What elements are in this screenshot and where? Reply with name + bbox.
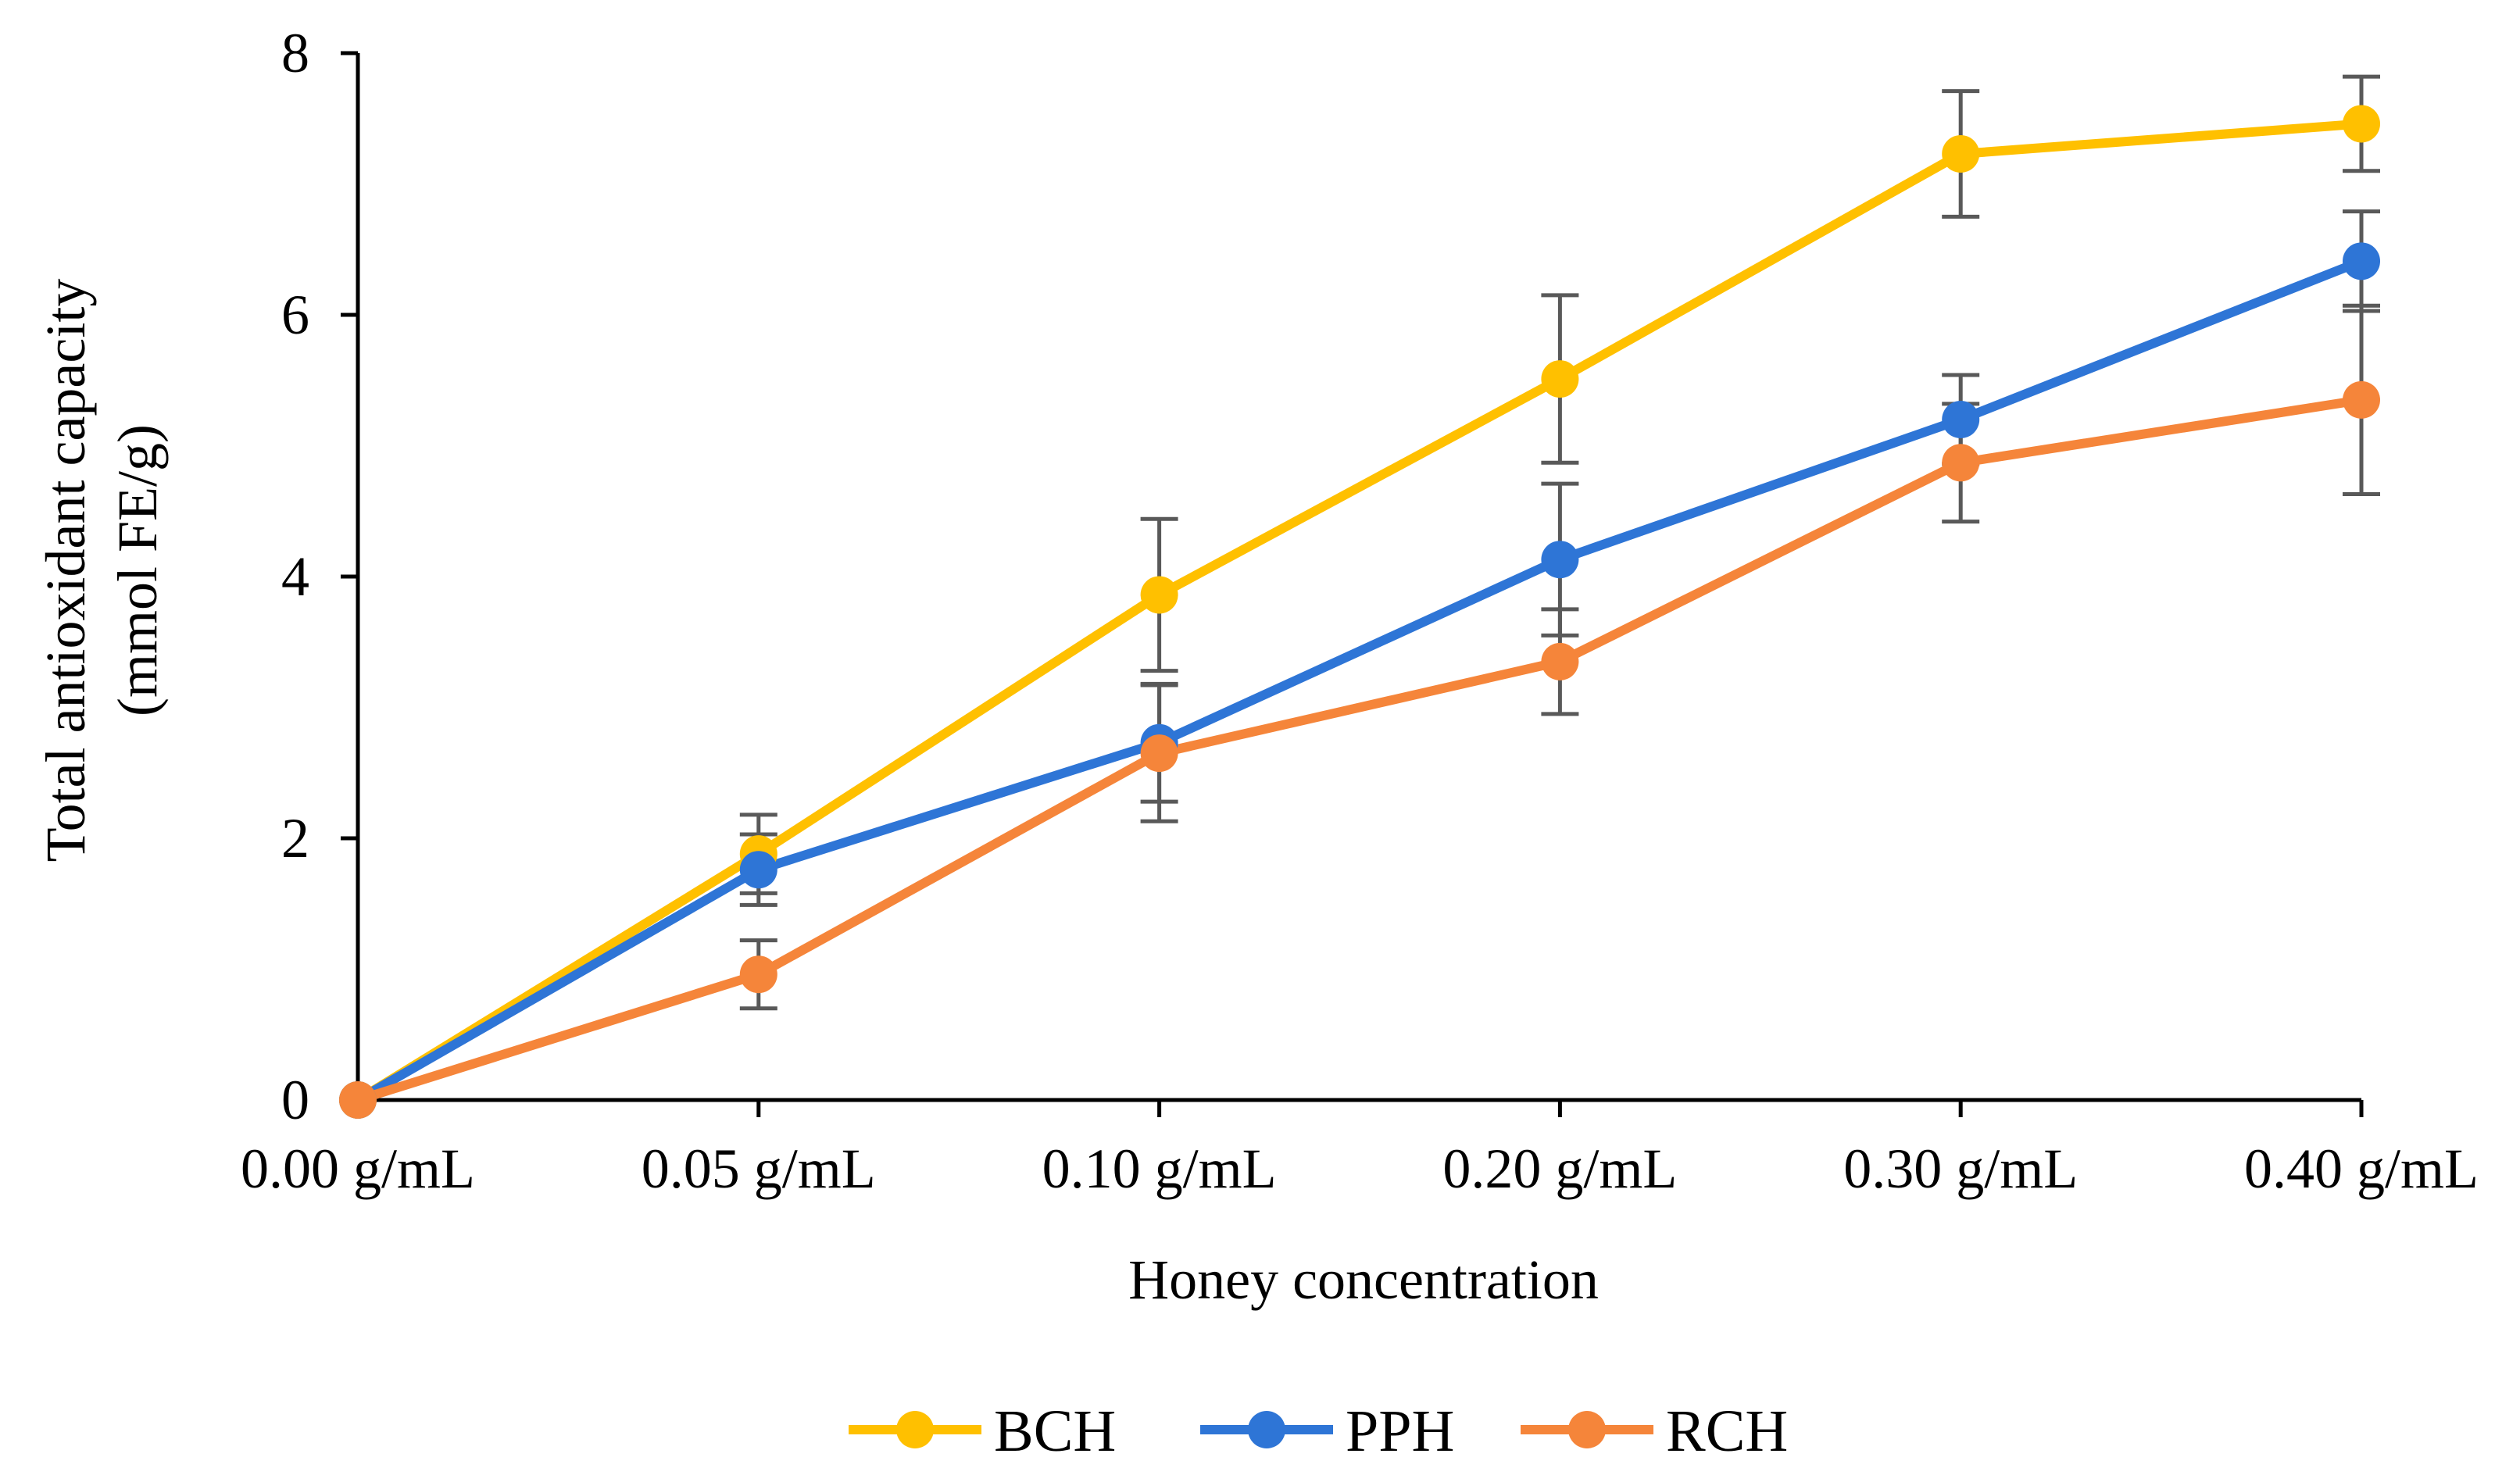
legend-item-rch: RCH [1521,1398,1788,1464]
legend-swatch-marker [896,1411,934,1448]
rch-point [339,1081,377,1119]
rch-series-line [353,395,2366,1105]
x-tick-label: 0.05 g/mL [642,1138,876,1200]
pph-point [1541,541,1579,579]
rch-point [2343,380,2380,419]
y-tick-label: 0 [281,1069,309,1131]
legend-label: PPH [1346,1398,1454,1464]
pph-point [1942,401,1980,438]
legend: BCH PPH RCH [849,1398,1788,1464]
pph-point [2343,242,2380,280]
legend-swatch-marker [1568,1411,1606,1448]
pph-series-line [353,256,2366,1105]
rch-point [1140,734,1178,773]
series-markers [339,105,2380,1119]
x-tick-label: 0.30 g/mL [1843,1138,2078,1200]
bch-point [2343,105,2380,143]
legend-swatch-marker [1248,1411,1285,1448]
x-tick-label: 0.40 g/mL [2244,1138,2479,1200]
rch-point [1541,642,1579,680]
x-tick-label: 0.00 g/mL [241,1138,475,1200]
bch-point [1942,134,1980,173]
pph-point [739,851,777,889]
legend-item-bch: BCH [849,1398,1116,1464]
rch-point [739,955,777,994]
x-axis-title: Honey concentration [1128,1248,1599,1311]
y-axis-title-line2: (mmol FE/g) [106,424,169,716]
y-tick-label: 4 [281,545,309,608]
rch-point [1942,444,1980,482]
axes: 0 2 4 6 8 0.00 g/mL 0.05 g/mL 0.10 g/mL 0.20 g/m… [241,22,2479,1200]
x-tick-label: 0.10 g/mL [1042,1138,1277,1200]
legend-label: RCH [1666,1398,1788,1464]
y-tick-label: 8 [281,22,309,84]
series-lines [353,119,2366,1105]
y-axis-title-line1: Total antioxidant capacity [34,279,97,862]
x-tick-label: 0.20 g/mL [1442,1138,1677,1200]
legend-item-pph: PPH [1200,1398,1454,1464]
y-tick-label: 2 [281,807,309,870]
legend-label: BCH [994,1398,1116,1464]
bch-point [1140,576,1178,614]
y-tick-label: 6 [281,284,309,346]
bch-point [1541,360,1579,398]
bch-series-line [353,119,2366,1105]
